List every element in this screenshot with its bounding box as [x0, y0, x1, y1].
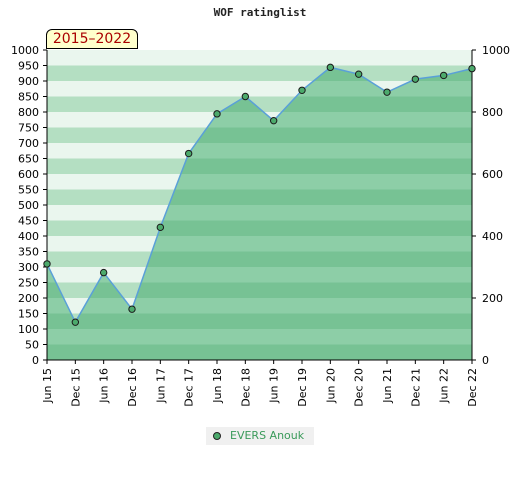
y-tick-label-left: 150: [18, 308, 39, 321]
x-tick-label: Dec 18: [239, 368, 252, 407]
area-band: [47, 313, 472, 329]
x-tick-label: Dec 15: [69, 368, 82, 407]
background-band: [47, 50, 472, 66]
x-tick-label: Dec 19: [296, 368, 309, 407]
y-tick-label-left: 350: [18, 246, 39, 259]
x-tick-label: Jun 15: [41, 368, 54, 404]
y-tick-label-left: 250: [18, 277, 39, 290]
y-tick-label-left: 50: [25, 339, 39, 352]
y-axis-right-labels: 0 200 400 600 800 1000: [482, 44, 510, 367]
y-tick-label-left: 950: [18, 60, 39, 73]
data-point: [184, 149, 193, 158]
y-tick-label-left: 200: [18, 292, 39, 305]
series-line-layer: [46, 66, 473, 324]
y-tick-label-left: 1000: [11, 44, 39, 57]
y-tick-label-left: 450: [18, 215, 39, 228]
y-tick-label-right: 600: [482, 168, 503, 181]
x-axis-labels: Jun 15 Dec 15 Jun 16 Dec 16 Jun 17 Dec 17 Jun …: [41, 368, 479, 407]
y-tick-label-left: 700: [18, 137, 39, 150]
data-point: [354, 70, 363, 78]
x-tick-label: Dec 17: [183, 368, 196, 407]
x-tick-label: Jun 21: [381, 368, 394, 404]
x-tick-label: Jun 18: [211, 368, 224, 404]
data-point: [213, 110, 221, 118]
x-tick-label: Dec 16: [126, 368, 139, 407]
y-tick-label-left: 500: [18, 199, 39, 212]
data-point: [298, 86, 306, 95]
axes: [43, 49, 476, 364]
area-band: [47, 251, 472, 267]
y-tick-label-left: 300: [18, 261, 39, 274]
data-point: [99, 268, 108, 277]
legend-marker-icon: [213, 432, 221, 440]
y-tick-label-left: 750: [18, 122, 39, 135]
data-point: [43, 260, 51, 268]
data-point: [326, 63, 335, 72]
legend[interactable]: EVERS Anouk: [206, 427, 314, 445]
y-axis-left-labels: 0 50 100 150 200 250 300 350 400 450 500 550 600 650 7…: [11, 44, 39, 367]
data-point: [156, 223, 165, 232]
y-tick-label-right: 800: [482, 106, 503, 119]
x-tick-label: Dec 22: [466, 368, 479, 407]
y-tick-label-left: 600: [18, 168, 39, 181]
data-point: [269, 116, 278, 125]
area-band: [47, 344, 472, 360]
y-tick-label-left: 100: [18, 323, 39, 336]
legend-label: EVERS Anouk: [230, 429, 305, 442]
x-tick-label: Jun 17: [154, 368, 167, 404]
x-tick-label: Dec 20: [353, 368, 366, 407]
data-point: [128, 305, 136, 313]
y-tick-label-right: 400: [482, 230, 503, 243]
background-band: [47, 65, 472, 81]
data-point: [468, 64, 476, 73]
y-tick-label-left: 900: [18, 75, 39, 88]
x-tick-label: Jun 16: [98, 368, 111, 404]
data-point: [383, 88, 391, 96]
data-point: [439, 71, 448, 80]
data-point: [241, 92, 250, 101]
series-line: [46, 66, 473, 324]
x-tick-label: Jun 19: [268, 368, 281, 404]
y-tick-label-left: 0: [32, 354, 39, 367]
area-band: [47, 282, 472, 298]
y-tick-label-left: 850: [18, 91, 39, 104]
series-area: [47, 67, 472, 361]
y-tick-label-left: 400: [18, 230, 39, 243]
x-tick-label: Jun 22: [438, 368, 451, 404]
y-tick-label-left: 800: [18, 106, 39, 119]
y-tick-label-right: 200: [482, 292, 503, 305]
data-points: [43, 63, 476, 326]
period-badge: 2015–2022: [46, 29, 138, 49]
y-tick-label-left: 650: [18, 153, 39, 166]
data-point: [411, 75, 420, 83]
chart-title: WOF ratinglist: [213, 6, 307, 19]
x-tick-label: Dec 21: [409, 368, 422, 407]
x-tick-label: Jun 20: [324, 368, 337, 404]
y-tick-label-left: 550: [18, 184, 39, 197]
y-tick-label-right: 0: [482, 354, 489, 367]
data-point: [71, 318, 80, 326]
y-tick-label-right: 1000: [482, 44, 510, 57]
